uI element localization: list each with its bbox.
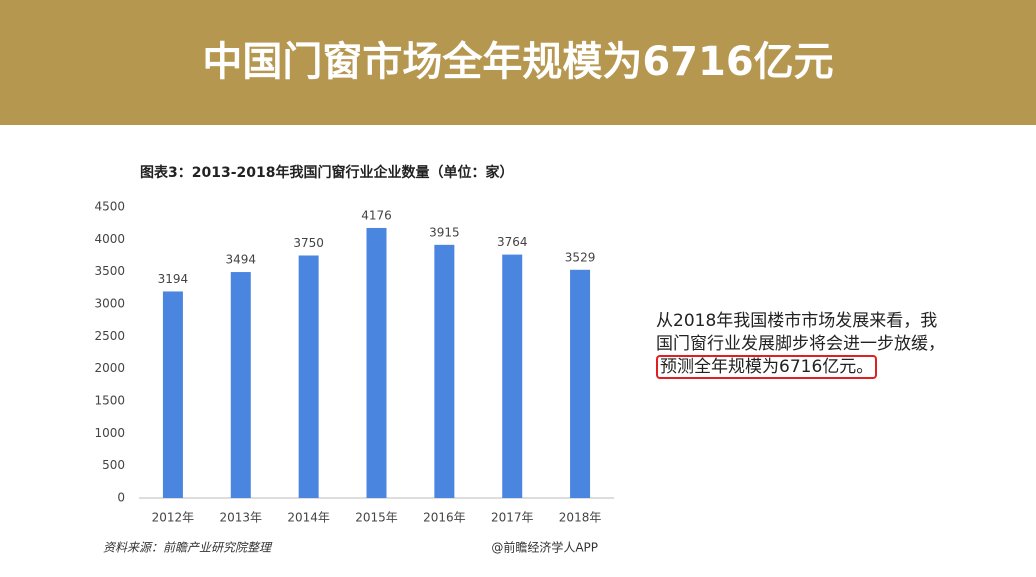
data-label: 3750 — [293, 236, 324, 250]
note-highlight: 预测全年规模为6716亿元。 — [656, 355, 878, 379]
x-tick-label: 2017年 — [491, 511, 534, 525]
x-tick-label: 2012年 — [152, 511, 195, 525]
bar — [434, 244, 455, 498]
bar — [230, 272, 251, 498]
data-label: 3529 — [565, 250, 596, 264]
bar — [162, 291, 183, 498]
y-tick-label: 4000 — [94, 232, 125, 246]
credit: @前瞻经济学人APP — [491, 540, 598, 555]
y-tick-label: 0 — [117, 491, 125, 505]
y-tick-label: 1000 — [94, 426, 125, 440]
bar — [366, 227, 387, 498]
x-tick-label: 2014年 — [287, 511, 330, 525]
bar — [570, 269, 591, 498]
y-tick-label: 3500 — [94, 264, 125, 278]
data-label: 3764 — [497, 235, 528, 249]
y-tick-label: 4500 — [94, 200, 125, 214]
y-tick-label: 1500 — [94, 394, 125, 408]
note: 从2018年我国楼市市场发展来看，我国门窗行业发展脚步将会进一步放缓，预测全年规… — [656, 310, 946, 379]
y-tick-label: 500 — [102, 458, 125, 472]
bar — [502, 254, 523, 498]
data-label: 3915 — [429, 225, 460, 239]
data-label: 3194 — [158, 272, 189, 286]
bar — [298, 255, 319, 498]
x-tick-label: 2018年 — [559, 511, 602, 525]
x-tick-label: 2015年 — [355, 511, 398, 525]
y-tick-label: 2500 — [94, 329, 125, 343]
data-label: 3494 — [226, 253, 257, 267]
y-tick-label: 2000 — [94, 361, 125, 375]
x-tick-label: 2013年 — [220, 511, 263, 525]
x-tick-label: 2016年 — [423, 511, 466, 525]
y-tick-label: 3000 — [94, 297, 125, 311]
data-label: 4176 — [361, 208, 392, 222]
chart-title: 图表3：2013-2018年我国门窗行业企业数量（单位：家） — [140, 164, 513, 181]
source: 资料来源：前瞻产业研究院整理 — [103, 541, 273, 555]
note-text: 从2018年我国楼市市场发展来看，我国门窗行业发展脚步将会进一步放缓， — [656, 311, 945, 354]
header-title: 中国门窗市场全年规模为6716亿元 — [0, 0, 1036, 125]
